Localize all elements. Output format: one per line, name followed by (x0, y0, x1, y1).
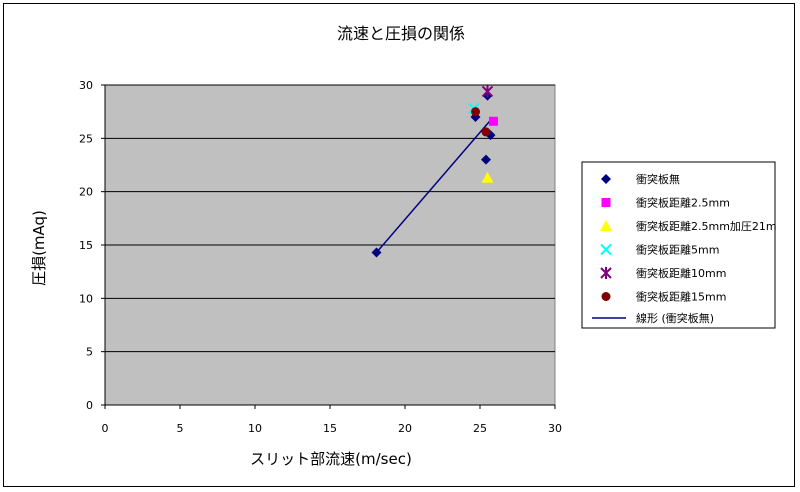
x-tick-label: 25 (473, 422, 487, 435)
x-axis-label: スリット部流速(m/sec) (250, 450, 412, 468)
y-tick-label: 10 (79, 292, 93, 305)
chart-frame: 流速と圧損の関係 0 5 10 15 20 25 30 0 5 10 15 20 25 30 スリット部… (3, 3, 795, 487)
legend-marker (600, 220, 612, 231)
data-point (489, 116, 498, 126)
legend-label: 衝突板距離15mm (636, 290, 726, 304)
data-point (481, 85, 494, 98)
x-tick-label: 15 (323, 422, 337, 435)
data-point (481, 171, 494, 183)
y-tick-label: 0 (86, 399, 93, 412)
x-tick-label: 10 (248, 422, 262, 435)
legend-label: 衝突板無 (636, 172, 680, 186)
data-points (371, 85, 498, 258)
y-tick-label: 30 (79, 79, 93, 92)
legend-label: 衝突板距離10mm (636, 266, 726, 280)
y-axis-label: 圧損(mAq) (30, 210, 48, 286)
legend-box (581, 161, 776, 329)
legend-marker (601, 198, 611, 207)
chart-title: 流速と圧損の関係 (337, 24, 465, 43)
data-point (471, 107, 480, 117)
legend-label: 衝突板距離5mm (636, 243, 719, 257)
data-point (481, 127, 491, 137)
scatter-chart: 流速と圧損の関係 0 5 10 15 20 25 30 0 5 10 15 20 25 30 スリット部… (30, 24, 777, 468)
x-axis-ticks: 0 5 10 15 20 25 30 (102, 405, 562, 435)
legend-marker (601, 174, 611, 184)
legend-marker (600, 243, 612, 256)
y-tick-label: 5 (86, 346, 93, 359)
legend-label: 衝突板距離2.5mm加圧21m (636, 219, 777, 233)
data-point (371, 247, 382, 258)
x-tick-label: 0 (102, 422, 109, 435)
x-tick-label: 5 (177, 422, 184, 435)
x-tick-label: 20 (398, 422, 412, 435)
y-tick-label: 15 (79, 239, 93, 252)
data-point (481, 154, 491, 165)
y-tick-label: 25 (79, 132, 93, 145)
trendline (375, 119, 492, 253)
y-axis-ticks: 0 5 10 15 20 25 30 (79, 79, 105, 412)
x-tick-label: 30 (548, 422, 562, 435)
y-tick-label: 20 (79, 186, 93, 199)
legend-label: 衝突板距離2.5mm (636, 196, 730, 210)
legend-marker (600, 267, 612, 279)
trendline-layer (375, 119, 492, 253)
legend-label: 線形 (衝突板無) (636, 311, 714, 325)
legend-marker (601, 292, 611, 301)
